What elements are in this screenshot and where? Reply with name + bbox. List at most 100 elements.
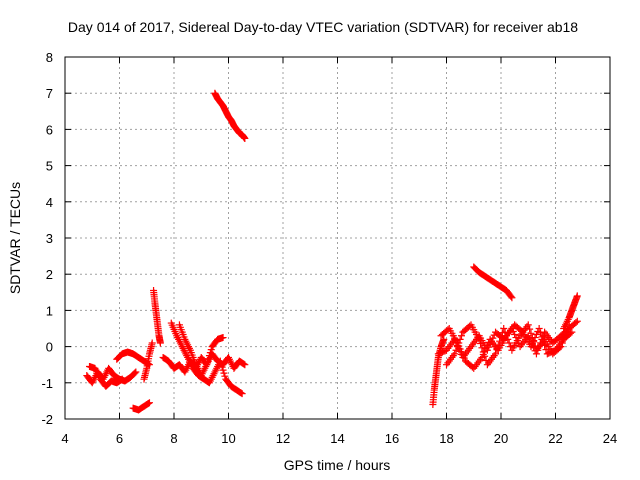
y-tick-label: 6: [46, 122, 53, 137]
data-point: [457, 348, 465, 356]
x-tick-label: 10: [221, 431, 235, 446]
data-point: [237, 389, 245, 397]
series-segment-p: [560, 292, 581, 332]
data-point: [460, 354, 468, 362]
data-point: [527, 343, 535, 351]
data-point: [216, 357, 224, 365]
data-point: [535, 325, 543, 332]
data-point: [455, 339, 463, 347]
data-point: [482, 344, 490, 352]
data-point: [511, 331, 519, 339]
data-point: [481, 352, 489, 360]
series-segment-e: [140, 339, 156, 383]
data-point: [493, 346, 501, 354]
y-tick-label: 8: [46, 50, 53, 65]
data-point: [572, 318, 580, 326]
x-tick-label: 6: [116, 431, 123, 446]
data-point: [241, 361, 249, 369]
data-point: [532, 331, 540, 339]
data-point: [508, 294, 516, 302]
data-point: [156, 339, 164, 347]
y-tick-labels: -2 -1 0 1 2 3 4 5 6 7 8: [41, 50, 53, 427]
data-point: [452, 346, 460, 354]
y-tick-label: 7: [46, 86, 53, 101]
data-point: [240, 360, 248, 368]
data-point: [456, 335, 464, 343]
data-point: [497, 333, 505, 341]
data-point: [561, 332, 569, 340]
series-segment-d: [129, 399, 153, 414]
data-point: [479, 348, 487, 356]
data-point: [220, 369, 228, 377]
data-point: [530, 338, 538, 346]
data-point: [451, 350, 459, 358]
data-point: [207, 346, 215, 354]
data-point: [205, 352, 213, 360]
data-point: [528, 334, 536, 342]
series-segment-o: [470, 263, 516, 302]
series-segment-n: [443, 321, 573, 369]
series-segment-j: [211, 89, 249, 142]
axis-ticks: [64, 56, 611, 420]
data-point: [145, 399, 153, 407]
y-axis-label: SDTVAR / TECUs: [7, 182, 23, 294]
x-tick-label: 12: [276, 431, 290, 446]
data-point: [440, 335, 448, 343]
data-point: [145, 399, 153, 407]
series-segment-f: [150, 286, 164, 347]
data-point: [507, 293, 515, 301]
y-tick-label: 5: [46, 159, 53, 174]
series-segment-b: [86, 363, 126, 390]
data-point: [527, 329, 535, 337]
y-tick-label: -2: [41, 412, 53, 427]
data-point: [117, 376, 125, 384]
y-tick-label: -1: [41, 376, 53, 391]
data-point: [504, 335, 512, 343]
data-point: [219, 334, 227, 342]
x-tick-label: 18: [439, 431, 453, 446]
data-point: [494, 341, 502, 349]
x-tick-label: 16: [385, 431, 399, 446]
data-point: [524, 321, 532, 329]
data-point: [217, 360, 225, 368]
data-points: [83, 89, 581, 414]
data-point: [219, 366, 227, 374]
data-point: [558, 339, 566, 347]
data-point: [205, 355, 213, 363]
x-tick-label: 20: [494, 431, 508, 446]
data-point: [483, 341, 491, 349]
data-point: [459, 351, 467, 359]
y-tick-label: 3: [46, 231, 53, 246]
data-point: [478, 344, 486, 352]
data-point: [132, 368, 140, 376]
data-point: [502, 332, 510, 340]
data-point: [505, 339, 513, 347]
data-point: [492, 350, 500, 358]
x-tick-labels: 4 6 8 10 12 14 16 18 20 22 24: [61, 431, 617, 446]
data-point: [475, 335, 483, 343]
x-axis-label: GPS time / hours: [284, 457, 391, 473]
series-segment-i: [175, 321, 227, 380]
y-tick-label: 4: [46, 195, 53, 210]
data-point: [496, 337, 504, 345]
data-point: [526, 325, 534, 333]
x-tick-label: 22: [548, 431, 562, 446]
x-tick-label: 24: [603, 431, 617, 446]
data-point: [218, 363, 226, 371]
data-point: [148, 339, 156, 347]
data-point: [573, 292, 581, 300]
series-segment-k: [429, 335, 448, 409]
y-tick-label: 2: [46, 267, 53, 282]
chart-title: Day 014 of 2017, Sidereal Day-to-day VTE…: [68, 19, 578, 35]
data-point: [203, 361, 211, 369]
data-point: [204, 358, 212, 366]
data-point: [221, 372, 229, 380]
data-point: [453, 343, 461, 351]
data-point: [241, 134, 249, 142]
data-point: [457, 332, 465, 340]
data-point: [537, 329, 545, 337]
x-tick-label: 4: [61, 431, 68, 446]
data-point: [501, 328, 509, 336]
data-point: [566, 329, 574, 337]
